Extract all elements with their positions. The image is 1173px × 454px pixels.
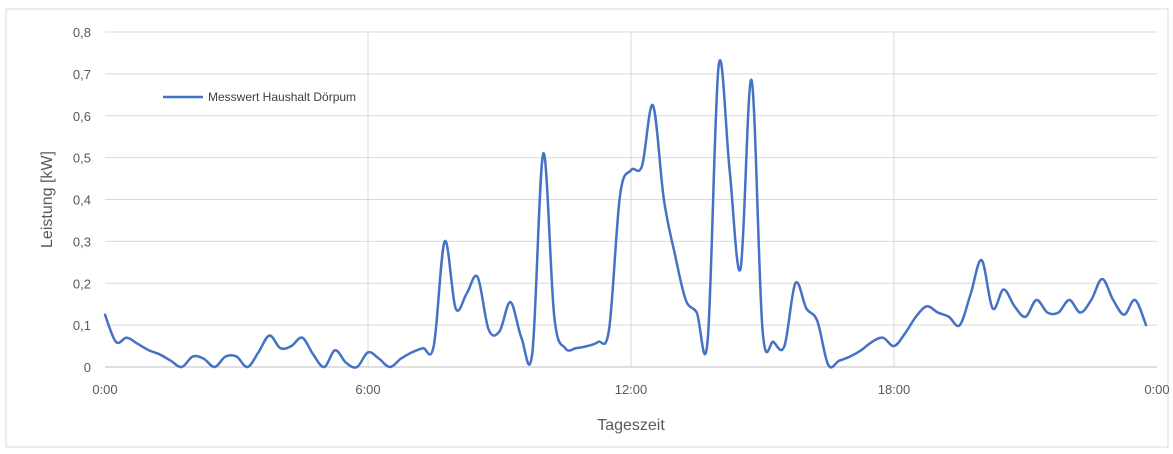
legend-label: Messwert Haushalt Dörpum	[208, 90, 356, 104]
y-axis-title: Leistung [kW]	[39, 151, 56, 248]
legend: Messwert Haushalt Dörpum	[163, 90, 356, 104]
y-tick-label: 0,7	[73, 67, 91, 82]
y-tick-label: 0,2	[73, 276, 91, 291]
series-lines	[103, 59, 1148, 369]
x-tick-label: 12:00	[615, 382, 648, 397]
chart-border	[5, 8, 1169, 448]
y-tick-label: 0,5	[73, 151, 91, 166]
y-tick-label: 0,3	[73, 234, 91, 249]
y-tick-label: 0,1	[73, 318, 91, 333]
y-tick-label: 0,4	[73, 193, 91, 208]
y-tick-label: 0,8	[73, 25, 91, 40]
x-tick-label: 0:00	[1144, 382, 1169, 397]
series-line	[103, 59, 1148, 369]
gridlines	[105, 31, 1157, 367]
x-tick-label: 6:00	[355, 382, 380, 397]
x-tick-label: 0:00	[92, 382, 117, 397]
x-tick-label: 18:00	[878, 382, 911, 397]
y-tick-label: 0	[84, 360, 91, 375]
y-tick-label: 0,6	[73, 109, 91, 124]
x-axis-title: Tageszeit	[597, 417, 665, 434]
tick-labels: 0 0,1 0,2 0,3 0,4 0,5 0,6 0,7 0,8 0:00 6:00 12:00 18…	[73, 25, 1170, 397]
